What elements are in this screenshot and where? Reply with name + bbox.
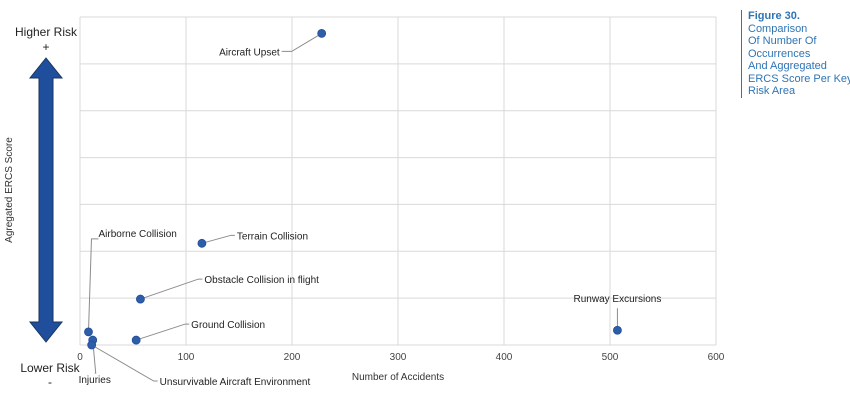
x-tick-label: 400 (496, 352, 513, 363)
data-point-label: Aircraft Upset (219, 47, 280, 58)
point-labels: Aircraft Upset Terrain Collision Obstacle … (79, 47, 662, 388)
y-axis-title: Agregated ERCS Score (4, 137, 15, 243)
chart-grid (79, 16, 717, 346)
data-point (317, 29, 327, 38)
caption-line: ERCS Score Per Key (748, 72, 850, 85)
leader-lines (87, 32, 618, 382)
risk-scale-top-symbol: + (42, 40, 49, 54)
x-tick-label: 500 (602, 352, 619, 363)
data-point-label: Injuries (79, 375, 111, 386)
leader-line (92, 340, 97, 374)
x-tick-label: 0 (77, 352, 83, 363)
x-tick-label: 300 (390, 352, 407, 363)
leader-line (87, 238, 99, 332)
data-point (131, 335, 141, 345)
data-point-label: Terrain Collision (237, 231, 308, 242)
leader-line (136, 323, 190, 341)
x-tick-label: 200 (284, 352, 301, 363)
data-point (87, 340, 97, 350)
leader-line (201, 234, 235, 244)
figure-caption: Figure 30. Comparison Of Number Of Occur… (741, 10, 850, 98)
data-point (197, 238, 207, 248)
risk-arrow-shape (28, 57, 64, 343)
data-point-label: Runway Excursions (574, 294, 662, 305)
data-points (84, 29, 622, 350)
caption-line: Comparison (748, 22, 808, 35)
leader-line (140, 278, 203, 300)
risk-scale-arrow (28, 57, 64, 343)
caption-line: Occurrences (748, 47, 811, 60)
data-point (136, 294, 145, 304)
risk-scale-top-label: Higher Risk (15, 25, 78, 39)
data-point (84, 327, 93, 337)
caption-line: Of Number Of (748, 35, 817, 47)
data-point-label: Ground Collision (191, 320, 265, 331)
data-point-label: Unsurvivable Aircraft Environment (160, 377, 311, 388)
x-axis-title: Number of Accidents (352, 372, 444, 383)
leader-line (91, 344, 158, 382)
data-point-label: Obstacle Collision in flight (204, 275, 319, 286)
x-tick-label: 600 (708, 352, 725, 363)
data-point-label: Airborne Collision (98, 229, 176, 240)
risk-scale-bottom-symbol: - (48, 375, 52, 389)
x-axis-ticks: 0 100 200 300 400 500 600 (77, 352, 725, 363)
caption-line: And Aggregated (748, 60, 827, 72)
figure-label: Figure 30. (748, 10, 800, 22)
x-tick-label: 100 (178, 352, 195, 363)
leader-line (281, 32, 322, 52)
risk-scale-bottom-label: Lower Risk (20, 361, 80, 375)
data-point (613, 325, 622, 335)
caption-line: Risk Area (748, 85, 796, 97)
